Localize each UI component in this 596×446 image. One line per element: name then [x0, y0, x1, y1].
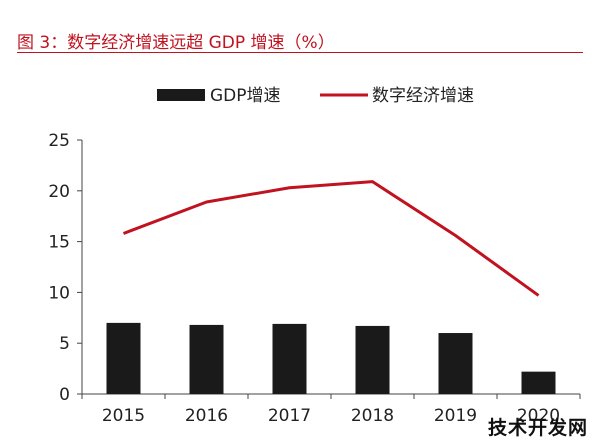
y-axis: 0 5 10 15 20 25 — [48, 131, 83, 405]
gdp-bar — [106, 322, 141, 394]
digital-economy-line — [122, 180, 540, 297]
gdp-bar — [355, 325, 390, 394]
gdp-bar — [438, 333, 473, 394]
gdp-bar — [272, 323, 307, 394]
gdp-bar — [521, 371, 556, 394]
legend-label-digital: 数字经济增速 — [372, 86, 474, 106]
x-tick-label: 2015 — [102, 406, 145, 426]
title-divider — [17, 52, 583, 53]
x-tick-label: 2020 — [517, 406, 560, 426]
gdp-bar — [189, 324, 224, 394]
y-tick-label: 25 — [48, 131, 70, 151]
x-tick-label: 2016 — [185, 406, 228, 426]
x-tick-label: 2017 — [268, 406, 311, 426]
line-series — [122, 180, 540, 297]
y-tick-label: 10 — [48, 283, 70, 303]
x-axis: 2015 2016 2017 2018 2019 2020 — [81, 393, 581, 426]
y-tick-label: 15 — [48, 233, 70, 253]
watermark-logo: 技术开发网 — [487, 417, 588, 439]
figure-title: 图 3：数字经济增速远超 GDP 增速（%） — [17, 33, 335, 53]
x-tick-label: 2018 — [351, 406, 394, 426]
chart-legend: GDP增速 数字经济增速 — [157, 86, 474, 106]
x-tick-label: 2019 — [434, 406, 477, 426]
y-tick-label: 5 — [59, 334, 70, 354]
bar-series — [106, 322, 556, 394]
legend-swatch-gdp — [157, 89, 205, 101]
y-tick-label: 20 — [48, 182, 70, 202]
y-tick-label: 0 — [59, 385, 70, 405]
legend-label-gdp: GDP增速 — [210, 86, 281, 106]
